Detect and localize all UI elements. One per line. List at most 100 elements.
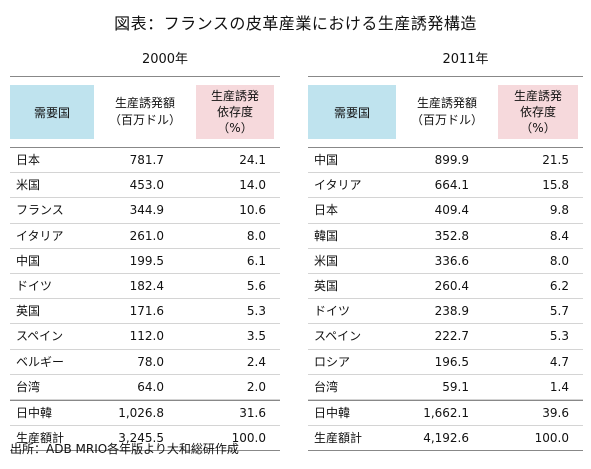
cell-country: ロシア <box>314 354 351 369</box>
cell-country: スペイン <box>16 329 64 344</box>
cell-value: 222.7 <box>434 329 469 344</box>
table-row: ベルギー 78.0 2.4 <box>10 350 280 375</box>
cell-value: 260.4 <box>434 278 469 293</box>
cell-country: 英国 <box>16 304 41 319</box>
cell-country: イタリア <box>16 228 64 243</box>
cell-value: 352.8 <box>434 228 469 243</box>
header-dep-line1: 生産誘発 <box>210 89 259 103</box>
header-production-value: 生産誘発額 （百万ドル） <box>100 85 190 139</box>
cell-country: イタリア <box>314 178 362 193</box>
cell-country: 中国 <box>16 253 41 268</box>
table-row: イタリア 664.1 15.8 <box>308 173 583 199</box>
cell-value: 1,026.8 <box>118 405 164 420</box>
summary-row: 生産額計 3,245.5 100.0 <box>10 426 280 452</box>
cell-value: 182.4 <box>129 278 164 293</box>
cell-country: ベルギー <box>16 354 65 369</box>
table-row: スペイン 222.7 5.3 <box>308 324 583 350</box>
cell-value: 199.5 <box>129 253 164 268</box>
header-dependency: 生産誘発 依存度 （%） <box>196 85 274 139</box>
table-row: スペイン 112.0 3.5 <box>10 324 280 350</box>
header-dep-line3: （%） <box>217 121 253 135</box>
cell-country: 米国 <box>314 253 339 268</box>
cell-country: 中国 <box>314 153 339 167</box>
cell-dependency: 5.6 <box>246 278 266 293</box>
cell-value: 196.5 <box>434 354 469 369</box>
header-value-line2: （百万ドル） <box>108 113 181 127</box>
table-2000: 2000年 需要国 生産誘発額 （百万ドル） 生産誘発 依存度 （%） 日本 78… <box>10 50 280 452</box>
cell-country: フランス <box>16 203 64 218</box>
header-value-line2: （百万ドル） <box>410 113 483 127</box>
cell-country: 英国 <box>314 278 339 293</box>
table-row: ロシア 196.5 4.7 <box>308 350 583 375</box>
cell-value: 238.9 <box>434 304 469 319</box>
cell-value: 899.9 <box>434 153 469 167</box>
page-title: 図表：フランスの皮革産業における生産誘発構造 <box>114 14 477 33</box>
cell-value: 409.4 <box>434 203 469 218</box>
cell-value: 64.0 <box>137 379 164 394</box>
header-country: 需要国 <box>308 85 396 139</box>
cell-country: 生産額計 <box>16 431 65 446</box>
header-value-line1: 生産誘発額 <box>114 96 175 110</box>
cell-dependency: 10.6 <box>239 203 266 218</box>
cell-dependency: 6.1 <box>246 253 266 268</box>
header-dep-line2: 依存度 <box>519 105 556 119</box>
cell-country: 台湾 <box>314 379 339 394</box>
cell-value: 171.6 <box>129 304 164 319</box>
cell-value: 78.0 <box>137 354 164 369</box>
cell-dependency: 24.1 <box>239 153 266 167</box>
year-label: 2011年 <box>442 52 489 67</box>
cell-dependency: 5.7 <box>549 304 569 319</box>
cell-dependency: 39.6 <box>542 405 569 420</box>
cell-dependency: 14.0 <box>239 178 266 193</box>
table-2011: 2011年 需要国 生産誘発額 （百万ドル） 生産誘発 依存度 （%） 中国 89… <box>308 50 583 452</box>
table-row: 日本 781.7 24.1 <box>10 148 280 174</box>
cell-value: 781.7 <box>129 153 164 167</box>
cell-country: 日中韓 <box>16 405 53 420</box>
cell-country: 韓国 <box>314 228 339 243</box>
cell-country: 生産額計 <box>314 431 363 446</box>
cell-dependency: 9.8 <box>549 203 569 218</box>
header-dep-line1: 生産誘発 <box>513 89 562 103</box>
cell-dependency: 6.2 <box>549 278 569 293</box>
cell-dependency: 8.4 <box>549 228 569 243</box>
cell-value: 664.1 <box>434 178 469 193</box>
table-row: 米国 453.0 14.0 <box>10 173 280 199</box>
table-row: ドイツ 182.4 5.6 <box>10 274 280 300</box>
cell-country: ドイツ <box>314 304 351 319</box>
cell-dependency: 4.7 <box>549 354 569 369</box>
cell-value: 344.9 <box>129 203 164 218</box>
cell-dependency: 5.3 <box>246 304 266 319</box>
summary-row: 生産額計 4,192.6 100.0 <box>308 426 583 452</box>
cell-dependency: 21.5 <box>542 153 569 167</box>
table-row: 台湾 64.0 2.0 <box>10 375 280 400</box>
table-row: 中国 199.5 6.1 <box>10 249 280 274</box>
header-dep-line2: 依存度 <box>216 105 253 119</box>
table-row: 台湾 59.1 1.4 <box>308 375 583 400</box>
header-dependency: 生産誘発 依存度 （%） <box>498 85 578 139</box>
cell-dependency: 3.5 <box>246 329 266 344</box>
header-production-value: 生産誘発額 （百万ドル） <box>402 85 492 139</box>
header-value-line1: 生産誘発額 <box>416 96 477 110</box>
cell-country: 日本 <box>16 153 41 167</box>
cell-dependency: 5.3 <box>549 329 569 344</box>
header-dep-line3: （%） <box>520 121 556 135</box>
cell-value: 3,245.5 <box>118 431 164 446</box>
table-header: 需要国 生産誘発額 （百万ドル） 生産誘発 依存度 （%） <box>308 76 583 148</box>
cell-value: 4,192.6 <box>423 431 469 446</box>
table-body: 日本 781.7 24.1 米国 453.0 14.0 フランス 344.9 10.6 イタ… <box>10 148 280 452</box>
table-row: 米国 336.6 8.0 <box>308 249 583 274</box>
table-row: 日本 409.4 9.8 <box>308 198 583 224</box>
cell-dependency: 100.0 <box>231 431 266 446</box>
cell-dependency: 100.0 <box>534 431 569 446</box>
cell-dependency: 2.4 <box>246 354 266 369</box>
year-label: 2000年 <box>141 52 189 67</box>
cell-country: 日本 <box>314 203 339 218</box>
cell-dependency: 31.6 <box>239 405 266 420</box>
table-header: 需要国 生産誘発額 （百万ドル） 生産誘発 依存度 （%） <box>10 76 280 148</box>
cell-value: 1,662.1 <box>423 405 469 420</box>
cell-value: 59.1 <box>442 379 469 394</box>
table-row: イタリア 261.0 8.0 <box>10 224 280 249</box>
table-row: 英国 171.6 5.3 <box>10 299 280 325</box>
table-body: 中国 899.9 21.5 イタリア 664.1 15.8 日本 409.4 9.8 韓国 3… <box>308 148 583 452</box>
cell-country: 米国 <box>16 178 41 193</box>
